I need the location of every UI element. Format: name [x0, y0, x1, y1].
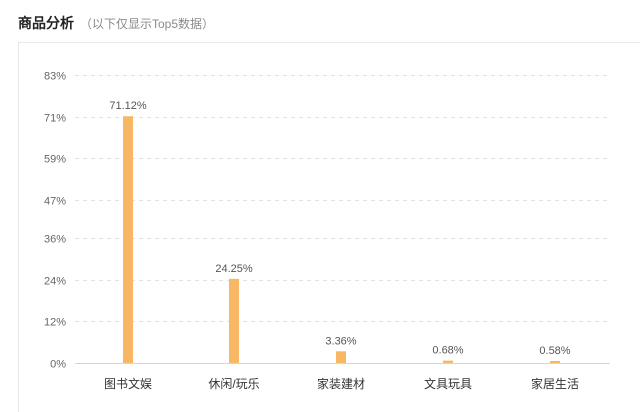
chart-title: 商品分析	[18, 15, 74, 31]
data-label: 0.68%	[432, 345, 463, 357]
y-tick-label: 71%	[44, 113, 66, 125]
y-tick-label: 24%	[44, 276, 66, 288]
y-axis-ticks: 0% 12% 24% 36% 47% 59% 71% 83%	[44, 71, 66, 371]
x-axis-categories: 图书文娱 休闲/玩乐 家装建材 文具玩具 家居生活	[104, 376, 579, 391]
y-tick-label: 12%	[44, 317, 66, 329]
data-label: 0.58%	[539, 345, 570, 357]
data-label: 24.25%	[215, 263, 253, 275]
category-label: 休闲/玩乐	[208, 377, 259, 391]
data-labels: 71.12% 24.25% 3.36% 0.68% 0.58%	[109, 100, 570, 357]
y-tick-label: 59%	[44, 154, 66, 166]
y-tick-label: 47%	[44, 196, 66, 208]
data-label: 71.12%	[109, 100, 147, 112]
category-label: 家装建材	[317, 376, 365, 391]
chart-subtitle: （以下仅显示Top5数据）	[80, 17, 215, 31]
bar	[123, 116, 133, 363]
bar	[443, 360, 453, 363]
category-label: 家居生活	[531, 376, 579, 391]
bar	[229, 278, 239, 363]
chart-header: 商品分析 （以下仅显示Top5数据）	[18, 13, 214, 33]
category-label: 图书文娱	[104, 376, 152, 391]
data-label: 3.36%	[325, 335, 356, 347]
bar	[336, 351, 346, 363]
y-tick-label: 0%	[50, 359, 66, 371]
category-label: 文具玩具	[424, 376, 472, 391]
y-tick-label: 36%	[44, 234, 66, 246]
grid-lines	[75, 75, 610, 364]
chart-panel	[18, 42, 640, 412]
y-tick-label: 83%	[44, 71, 66, 83]
bar	[550, 360, 560, 363]
bars	[123, 116, 560, 363]
